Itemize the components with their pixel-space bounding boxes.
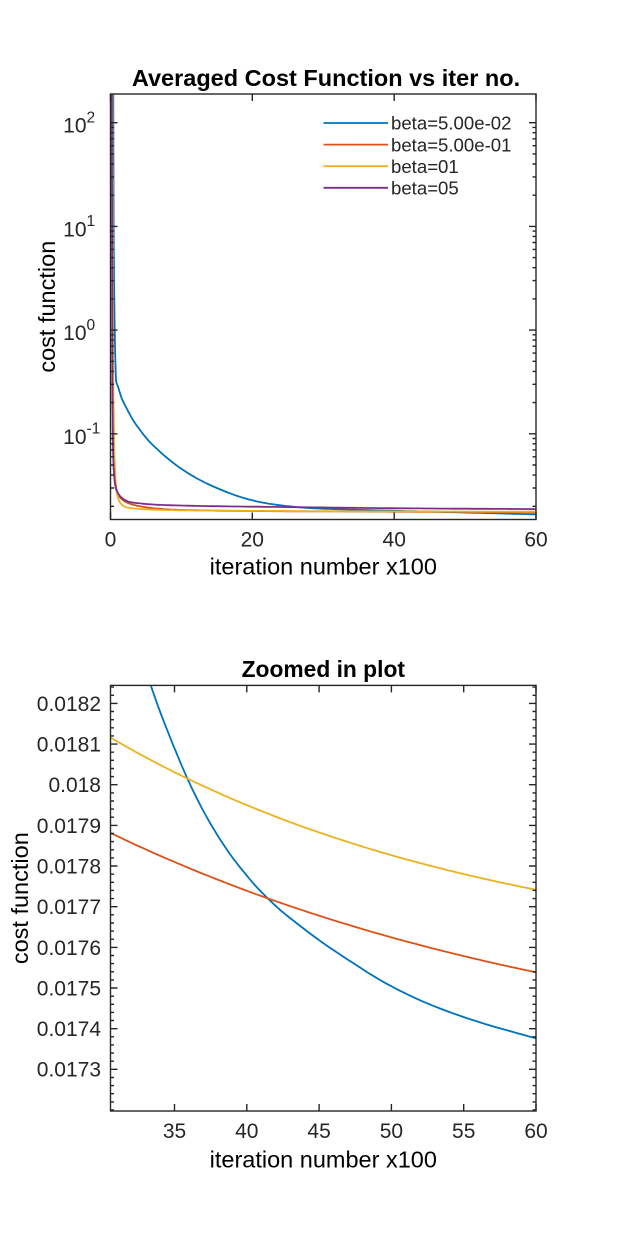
svg-text:1: 1 [87,213,96,230]
svg-text:beta=5.00e-02: beta=5.00e-02 [391,113,511,134]
svg-text:beta=01: beta=01 [391,156,459,177]
svg-text:0.0182: 0.0182 [37,693,101,716]
svg-text:20: 20 [241,529,264,552]
svg-text:iteration number x100: iteration number x100 [210,554,437,580]
svg-text:35: 35 [163,1120,186,1143]
svg-text:-1: -1 [87,421,101,438]
svg-text:10: 10 [63,115,86,138]
svg-text:iteration number x100: iteration number x100 [210,1146,437,1172]
svg-text:beta=05: beta=05 [391,178,459,199]
svg-text:cost function: cost function [7,832,33,964]
svg-text:10: 10 [63,322,86,345]
svg-text:0: 0 [87,317,96,334]
svg-text:Zoomed in plot: Zoomed in plot [242,656,406,682]
svg-text:0.018: 0.018 [48,774,101,797]
svg-text:0.0175: 0.0175 [37,977,101,1000]
svg-text:0.0181: 0.0181 [37,734,101,757]
svg-text:40: 40 [383,529,406,552]
svg-text:2: 2 [87,109,96,126]
svg-text:0.0178: 0.0178 [37,855,101,878]
svg-text:60: 60 [524,1120,547,1143]
svg-text:0.0176: 0.0176 [37,937,101,960]
svg-text:40: 40 [235,1120,258,1143]
svg-text:Averaged Cost Function vs iter: Averaged Cost Function vs iter no. [132,65,520,91]
svg-text:45: 45 [307,1120,330,1143]
svg-text:55: 55 [452,1120,475,1143]
svg-text:50: 50 [380,1120,403,1143]
svg-text:60: 60 [524,529,547,552]
svg-text:0: 0 [105,529,117,552]
svg-text:0.0179: 0.0179 [37,815,101,838]
svg-text:10: 10 [63,218,86,241]
svg-text:cost function: cost function [34,241,60,373]
svg-text:10: 10 [63,426,86,449]
svg-text:0.0177: 0.0177 [37,896,101,919]
svg-text:beta=5.00e-01: beta=5.00e-01 [391,134,511,155]
svg-text:0.0174: 0.0174 [37,1018,102,1041]
svg-text:0.0173: 0.0173 [37,1059,101,1082]
